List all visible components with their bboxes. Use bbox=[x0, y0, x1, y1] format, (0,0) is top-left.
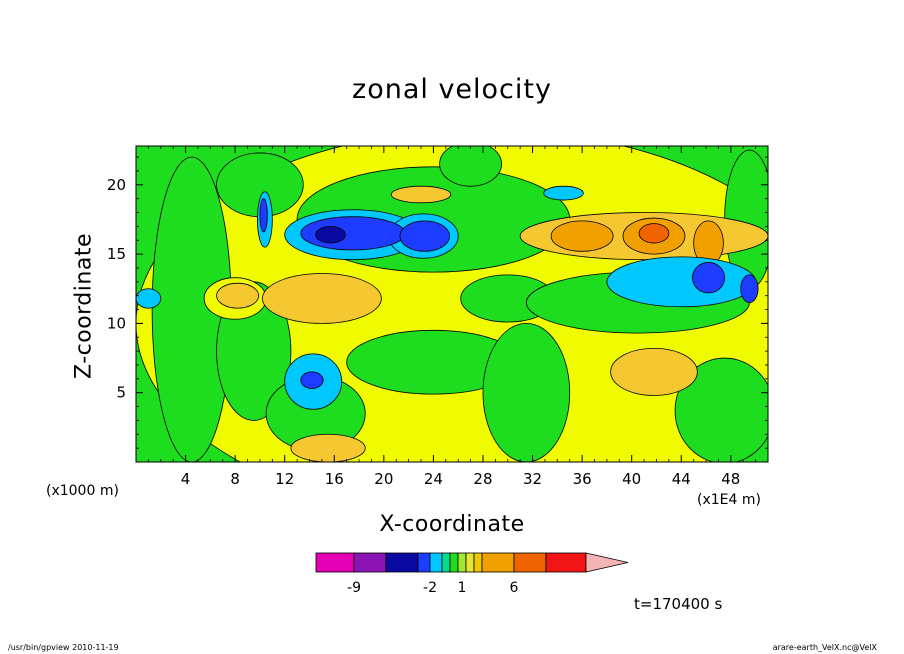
colorbar-segment bbox=[473, 552, 483, 573]
footer-program-date: /usr/bin/gpview 2010-11-19 bbox=[8, 643, 119, 652]
contour-region-blue bbox=[399, 220, 450, 252]
x-tick-label: 20 bbox=[374, 470, 393, 488]
x-tick-label: 44 bbox=[672, 470, 691, 488]
contour-region-orange bbox=[550, 220, 614, 252]
contour-region-cyan bbox=[543, 185, 584, 201]
colorbar-label: 6 bbox=[510, 580, 519, 596]
footer-source-file: arare-earth_VelX.nc@VelX bbox=[772, 643, 877, 652]
colorbar: -9 -2 1 6 bbox=[315, 552, 629, 596]
contour-region-dark_orange bbox=[638, 223, 670, 244]
colorbar-segment bbox=[315, 552, 355, 573]
x-axis-label: X-coordinate bbox=[379, 512, 525, 537]
contour-region-light_orange bbox=[261, 273, 382, 324]
colorbar-segment bbox=[353, 552, 387, 573]
time-label: t=170400 s bbox=[634, 595, 723, 613]
colorbar-segment bbox=[385, 552, 419, 573]
x-tick-label: 40 bbox=[622, 470, 641, 488]
colorbar-segment bbox=[457, 552, 467, 573]
y-tick-label: 10 bbox=[107, 314, 126, 332]
contour-region-light_orange bbox=[390, 185, 452, 204]
contour-region-light_orange bbox=[216, 282, 260, 309]
colorbar-segment bbox=[449, 552, 459, 573]
colorbar-segment bbox=[513, 552, 547, 573]
contour-region-blue bbox=[259, 198, 268, 233]
x-tick-label: 8 bbox=[230, 470, 240, 488]
x-tick-label: 48 bbox=[721, 470, 740, 488]
contour-region-light_orange bbox=[290, 433, 366, 462]
contour-region-light_orange bbox=[610, 347, 698, 396]
colorbar-label: -2 bbox=[423, 580, 437, 596]
colorbar-segment bbox=[441, 552, 451, 573]
x-multiplier-label: (x1E4 m) bbox=[697, 492, 761, 508]
x-unit-label: (x1000 m) bbox=[46, 483, 119, 499]
colorbar-label: -9 bbox=[347, 580, 361, 596]
contour-region-dark_blue bbox=[315, 225, 346, 244]
x-tick-label: 32 bbox=[523, 470, 542, 488]
colorbar-arrow bbox=[585, 552, 629, 573]
colorbar-segment bbox=[417, 552, 431, 573]
contour-region-cyan bbox=[136, 288, 162, 309]
y-tick-label: 5 bbox=[116, 384, 126, 402]
y-tick-label: 15 bbox=[107, 245, 126, 263]
contour-region-blue bbox=[692, 262, 726, 294]
colorbar-segment bbox=[465, 552, 475, 573]
contour-region-blue bbox=[740, 274, 759, 304]
colorbar-segment bbox=[481, 552, 515, 573]
plot-frame bbox=[135, 145, 769, 463]
chart-title: zonal velocity bbox=[352, 74, 552, 105]
contour-region-cyan bbox=[606, 256, 757, 308]
x-tick-label: 4 bbox=[181, 470, 191, 488]
y-axis-label: Z-coordinate bbox=[71, 233, 97, 379]
y-tick-label: 20 bbox=[107, 176, 126, 194]
x-tick-label: 12 bbox=[275, 470, 294, 488]
x-tick-label: 36 bbox=[573, 470, 592, 488]
colorbar-segment bbox=[545, 552, 587, 573]
x-tick-label: 16 bbox=[325, 470, 344, 488]
contour-region-green bbox=[482, 323, 571, 462]
contour-region-green bbox=[439, 146, 502, 187]
colorbar-segment bbox=[429, 552, 443, 573]
contour-region-green bbox=[674, 357, 768, 462]
x-tick-label: 28 bbox=[473, 470, 492, 488]
colorbar-label: 1 bbox=[458, 580, 467, 596]
contour-region-blue bbox=[300, 371, 324, 389]
x-tick-label: 24 bbox=[424, 470, 443, 488]
